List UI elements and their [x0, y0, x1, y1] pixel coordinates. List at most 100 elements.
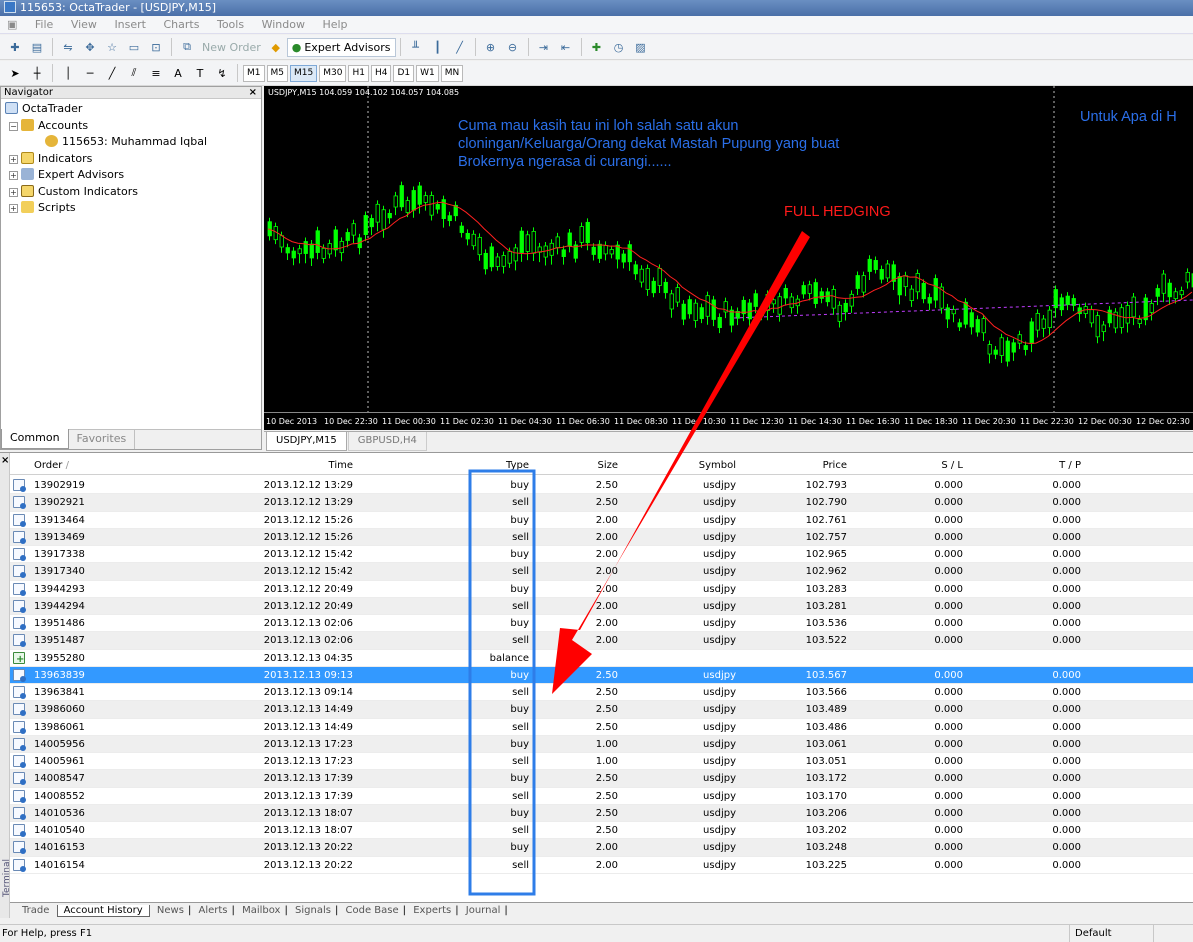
tab-code-base[interactable]: Code Base [345, 905, 399, 916]
tree-accounts[interactable]: − Accounts [1, 118, 261, 135]
channel-icon[interactable]: ⫽ [131, 66, 137, 79]
market-watch-icon[interactable]: ⇋ [63, 40, 73, 54]
bar-chart-icon[interactable]: ╨ [412, 40, 419, 54]
table-row[interactable]: 14005956 2013.12.13 17:23 buy 1.00 usdjpy 103… [10, 735, 1193, 753]
column-symbol[interactable]: Symbol [698, 460, 736, 471]
expand-icon[interactable]: + [9, 154, 18, 164]
column-tp[interactable]: T / P [1059, 460, 1081, 471]
chart-shift-icon[interactable]: ⇤ [560, 40, 571, 54]
tab-account-history[interactable]: Account History [56, 905, 150, 917]
menu-charts[interactable]: Charts [163, 18, 200, 31]
timeframe-w1[interactable]: W1 [416, 64, 439, 82]
close-icon[interactable]: × [1, 455, 10, 466]
templates-icon[interactable]: ▨ [635, 40, 646, 54]
menu-insert[interactable]: Insert [114, 18, 146, 31]
tree-expert-advisors[interactable]: + Expert Advisors [1, 167, 261, 184]
horizontal-line-icon[interactable]: ─ [86, 66, 94, 80]
table-row[interactable]: 13917340 2013.12.12 15:42 sell 2.00 usdjpy 10… [10, 563, 1193, 581]
new-chart-icon[interactable]: ✚ [10, 40, 20, 54]
table-row[interactable]: 13902921 2013.12.12 13:29 sell 2.50 usdjpy 10… [10, 494, 1193, 512]
candlestick-icon[interactable]: ┃ [434, 40, 441, 54]
timeframe-m1[interactable]: M1 [243, 64, 265, 82]
crosshair-icon[interactable]: ┼ [33, 66, 41, 80]
new-order-button[interactable]: New Order [202, 40, 261, 54]
trendline-icon[interactable]: ╱ [108, 66, 116, 80]
table-row[interactable]: 13986060 2013.12.13 14:49 buy 2.50 usdjpy 103… [10, 701, 1193, 719]
menu-file[interactable]: File [34, 18, 54, 31]
table-row[interactable]: 14016154 2013.12.13 20:22 sell 2.00 usdjpy 10… [10, 857, 1193, 874]
expand-icon[interactable]: + [9, 171, 18, 180]
tree-scripts[interactable]: + Scripts [1, 200, 261, 217]
price-chart[interactable]: USDJPY,M15 104.059 104.102 104.057 104.0… [264, 86, 1193, 430]
tab-mailbox[interactable]: Mailbox [242, 905, 281, 916]
text-label-icon[interactable]: T [196, 66, 204, 80]
tree-indicators[interactable]: + Indicators [1, 151, 261, 168]
fibonacci-icon[interactable]: ≡ [151, 66, 161, 80]
column-type[interactable]: Type [506, 460, 529, 471]
expert-advisors-button[interactable]: ● Expert Advisors [286, 37, 396, 57]
timeframe-h1[interactable]: H1 [348, 64, 369, 82]
table-row[interactable]: 13951487 2013.12.13 02:06 sell 2.00 usdjpy 10… [10, 632, 1193, 650]
collapse-icon[interactable]: − [9, 121, 18, 131]
cursor-icon[interactable]: ➤ [10, 66, 20, 80]
tab-journal[interactable]: Journal [465, 905, 501, 916]
table-row[interactable]: 13951486 2013.12.13 02:06 buy 2.00 usdjpy 103… [10, 615, 1193, 633]
expand-icon[interactable]: + [9, 204, 18, 213]
indicators-icon[interactable]: ✚ [591, 40, 602, 54]
profiles-icon[interactable]: ▤ [31, 40, 43, 54]
menu-icon[interactable]: ▣ [7, 18, 18, 31]
column-sl[interactable]: S / L [941, 460, 963, 471]
timeframe-m30[interactable]: M30 [319, 64, 347, 82]
table-row[interactable]: 13913464 2013.12.12 15:26 buy 2.00 usdjpy 102… [10, 512, 1193, 529]
table-row[interactable]: 14005961 2013.12.13 17:23 sell 1.00 usdjpy 10… [10, 753, 1193, 771]
table-row[interactable]: 13963839 2013.12.13 09:13 buy 2.50 usdjpy 103… [10, 666, 1193, 684]
tree-account-item[interactable]: 115653: Muhammad Iqbal [1, 134, 261, 151]
column-size[interactable]: Size [597, 460, 618, 471]
tree-custom-indicators[interactable]: + Custom Indicators [1, 184, 261, 201]
table-row[interactable]: 13917338 2013.12.12 15:42 buy 2.00 usdjpy 102… [10, 546, 1193, 564]
strategy-tester-icon[interactable]: ⊡ [151, 40, 161, 54]
chart-tab-gbpusd[interactable]: GBPUSD,H4 [347, 432, 427, 451]
timeframe-h4[interactable]: H4 [370, 64, 392, 82]
new-order-icon[interactable]: ⧉ [183, 40, 191, 53]
zoom-in-icon[interactable]: ⊕ [485, 40, 496, 54]
menu-view[interactable]: View [70, 18, 97, 31]
tab-common[interactable]: Common [1, 429, 69, 449]
tab-alerts[interactable]: Alerts [198, 905, 228, 916]
tab-news[interactable]: News [156, 905, 184, 916]
table-row[interactable]: 13944293 2013.12.12 20:49 buy 2.00 usdjpy 103… [10, 581, 1193, 598]
table-row[interactable]: 14016153 2013.12.13 20:22 buy 2.00 usdjpy 103… [10, 839, 1193, 857]
autoscroll-icon[interactable]: ⇥ [538, 40, 549, 54]
expand-icon[interactable]: + [9, 187, 18, 197]
terminal-icon[interactable]: ▭ [128, 40, 140, 54]
tab-experts[interactable]: Experts [413, 905, 452, 916]
table-row[interactable]: 13913469 2013.12.12 15:26 sell 2.00 usdjpy 10… [10, 528, 1193, 546]
table-row[interactable]: 14008547 2013.12.13 17:39 buy 2.50 usdjpy 103… [10, 770, 1193, 788]
metaeditor-icon[interactable]: ◆ [271, 40, 280, 54]
close-icon[interactable]: × [248, 87, 257, 98]
vertical-line-icon[interactable]: │ [64, 66, 72, 80]
column-order[interactable]: Order / [34, 456, 69, 475]
tab-trade[interactable]: Trade [22, 905, 50, 916]
data-window-icon[interactable]: ✥ [85, 40, 95, 54]
menu-window[interactable]: Window [261, 18, 305, 31]
tree-root[interactable]: OctaTrader [1, 101, 261, 118]
zoom-out-icon[interactable]: ⊖ [507, 40, 518, 54]
arrows-icon[interactable]: ↯ [217, 66, 227, 80]
menu-tools[interactable]: Tools [216, 18, 245, 31]
table-row[interactable]: 13944294 2013.12.12 20:49 sell 2.00 usdjpy 10… [10, 597, 1193, 615]
timeframe-m5[interactable]: M5 [266, 64, 288, 82]
timeframe-mn[interactable]: MN [440, 64, 464, 82]
text-icon[interactable]: A [174, 66, 182, 80]
timeframe-d1[interactable]: D1 [393, 64, 415, 82]
column-price[interactable]: Price [822, 460, 847, 471]
navigator-icon[interactable]: ☆ [107, 40, 117, 54]
chart-tab-usdjpy[interactable]: USDJPY,M15 [266, 432, 347, 451]
table-row[interactable]: 13902919 2013.12.12 13:29 buy 2.50 usdjpy 102… [10, 477, 1193, 495]
timeframe-m15[interactable]: M15 [290, 64, 318, 82]
column-time[interactable]: Time [328, 460, 353, 471]
tab-favorites[interactable]: Favorites [69, 430, 136, 449]
periods-icon[interactable]: ◷ [613, 40, 624, 54]
line-chart-icon[interactable]: ╱ [456, 40, 463, 54]
table-row[interactable]: 14010536 2013.12.13 18:07 buy 2.50 usdjpy 103… [10, 804, 1193, 822]
